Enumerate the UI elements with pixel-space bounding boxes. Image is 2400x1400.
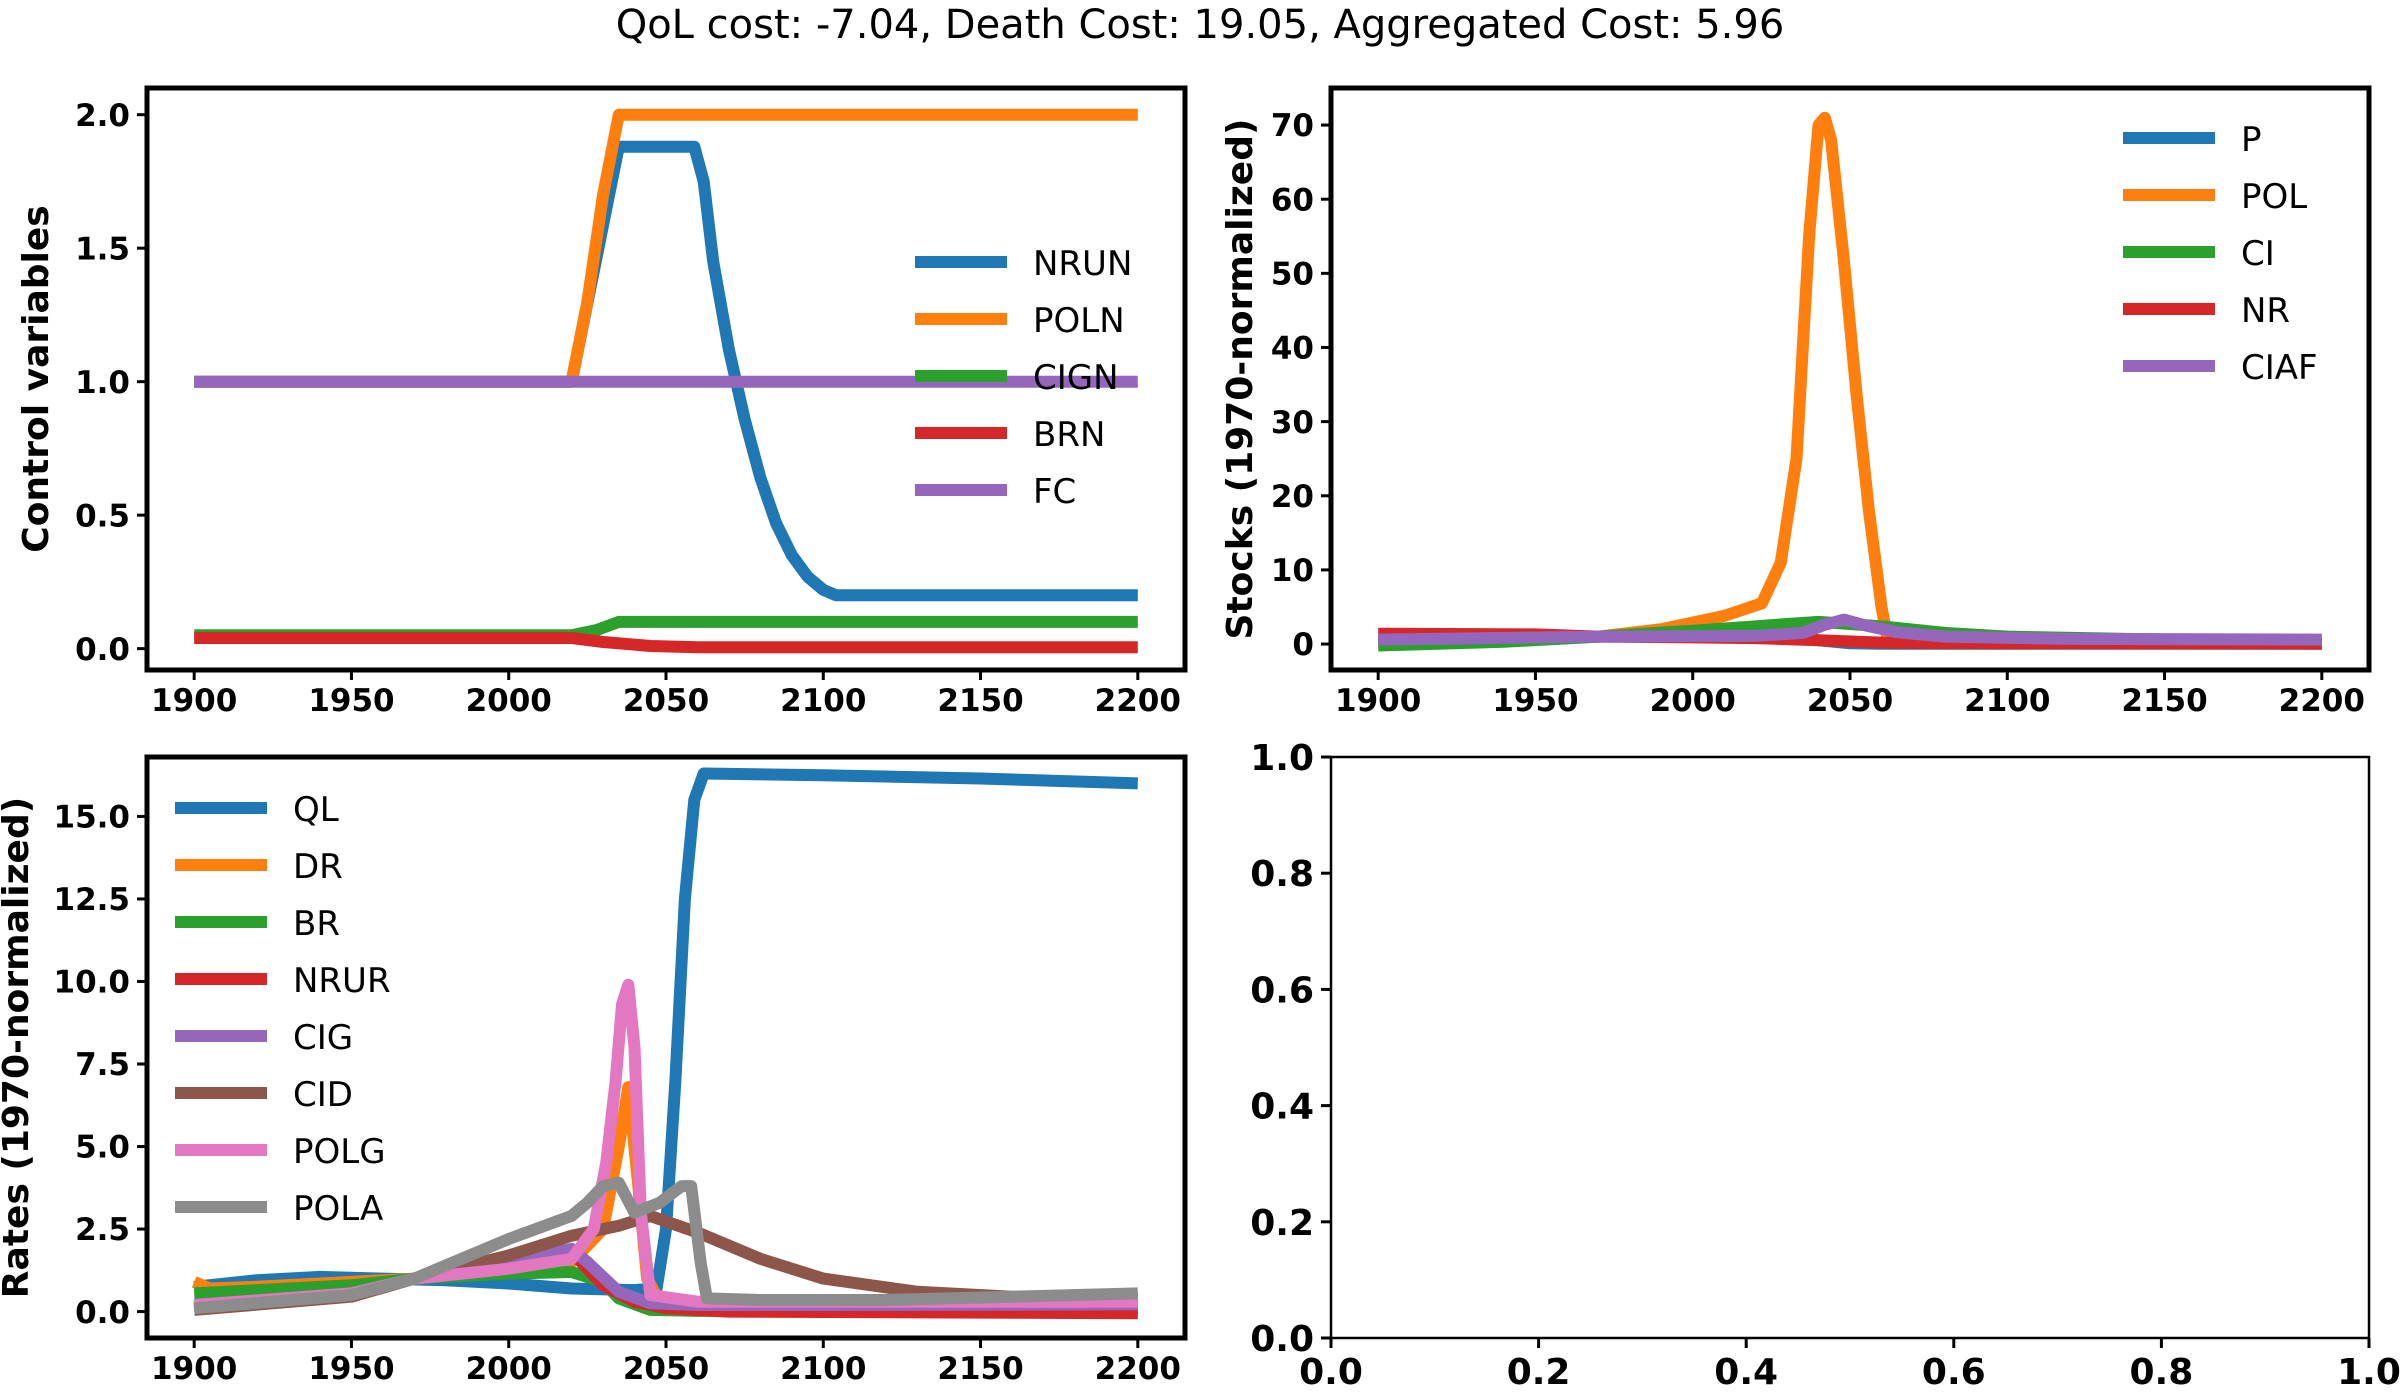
x-tick-label: 1900 [151, 683, 237, 719]
y-tick-label: 0.8 [1250, 854, 1314, 895]
legend-label-poln: POLN [1033, 301, 1125, 341]
x-tick-label: 2100 [780, 1351, 866, 1387]
x-tick-label: 1900 [151, 1351, 237, 1387]
y-tick-label: 2.5 [75, 1212, 130, 1248]
y-tick-label: 10.0 [54, 965, 131, 1001]
plot-area [1378, 111, 2322, 652]
y-tick-label: 12.5 [54, 882, 131, 918]
x-tick-label: 2150 [937, 683, 1023, 719]
x-tick-label: 2100 [780, 683, 866, 719]
legend-label-polg: POLG [293, 1132, 386, 1172]
legend-label-br: BR [293, 904, 340, 944]
legend-label-brn: BRN [1033, 415, 1105, 455]
subplot-3: 1900 1950 2000 2050 2100 2150 2200 0.0 2.5 5.0 7.5… [0, 754, 1188, 1387]
y-tick-label: 20 [1271, 479, 1314, 515]
legend-label-cig: CIG [293, 1018, 353, 1058]
y-tick-label: 1.5 [75, 231, 130, 267]
y-tick-label: 0.0 [75, 1295, 130, 1331]
y-tick-label: 5.0 [75, 1130, 130, 1166]
plot-area [191, 767, 1138, 1320]
y-tick-label: 70 [1271, 108, 1314, 144]
y-axis-label: Stocks (1970-normalized) [1220, 119, 1261, 640]
x-tick-label: 1.0 [2337, 1352, 2400, 1393]
subplot-2: 1900 1950 2000 2050 2100 2150 2200 0 10 20 30 40 50 6… [1220, 85, 2372, 719]
y-tick-label: 0.5 [75, 498, 130, 534]
y-tick-label: 0.0 [1250, 1319, 1314, 1360]
x-tick-label: 2000 [1650, 683, 1736, 719]
legend-label-dr: DR [293, 847, 343, 887]
x-tick-label: 1950 [308, 1351, 394, 1387]
x-tick-label: 2200 [2279, 683, 2365, 719]
y-tick-label: 40 [1271, 331, 1314, 367]
legend-label-ql: QL [293, 790, 339, 830]
x-tick-label: 0.4 [1714, 1352, 1778, 1393]
x-tick-label: 2050 [623, 683, 709, 719]
x-tick-label: 2100 [1964, 683, 2050, 719]
y-tick-label: 0.4 [1250, 1087, 1314, 1128]
y-tick-label: 15.0 [54, 800, 131, 836]
legend-label-cign: CIGN [1033, 358, 1119, 398]
x-tick-label: 0.8 [2130, 1352, 2194, 1393]
x-tick-label: 2000 [466, 1351, 552, 1387]
series-line-ciaf [1378, 613, 2322, 646]
axes-frame [1329, 755, 2371, 1340]
y-axis-label: Control variables [16, 205, 57, 552]
legend-label-nrur: NRUR [293, 961, 391, 1001]
legend-label-fc: FC [1033, 472, 1076, 512]
legend-label-cid: CID [293, 1075, 353, 1115]
x-tick-label: 2050 [1807, 683, 1893, 719]
x-tick-label: 2200 [1095, 1351, 1181, 1387]
y-tick-label: 0.6 [1250, 970, 1314, 1011]
legend: QL DR BR NRUR CIG CID POLG POLA [175, 790, 391, 1229]
legend-label-pola: POLA [293, 1189, 383, 1229]
x-tick-label: 0.6 [1922, 1352, 1986, 1393]
y-tick-label: 60 [1271, 182, 1314, 218]
series-line-polg [193, 978, 1138, 1311]
legend-label-p: P [2241, 120, 2262, 160]
legend-label-nrun: NRUN [1033, 244, 1132, 284]
y-tick-label: 0 [1292, 627, 1314, 663]
subplot-1: 1900 1950 2000 2050 2100 2150 2200 0.0 0.5 1.0 1.5… [16, 85, 1188, 719]
y-tick-label: 10 [1271, 553, 1314, 589]
y-tick-label: 50 [1271, 257, 1314, 293]
x-tick-label: 1900 [1335, 683, 1421, 719]
legend-label-nr: NR [2241, 291, 2290, 331]
y-tick-label: 1.0 [75, 365, 130, 401]
x-tick-label: 0.0 [1299, 1352, 1363, 1393]
figure-title: QoL cost: -7.04, Death Cost: 19.05, Aggr… [615, 2, 1785, 48]
x-tick-label: 2150 [2121, 683, 2207, 719]
series-line-nrun [194, 140, 1138, 602]
x-tick-label: 2050 [623, 1351, 709, 1387]
y-axis-label: Rates (1970-normalized) [0, 797, 37, 1298]
legend: NRUN POLN CIGN BRN FC [915, 244, 1132, 512]
y-tick-label: 0.2 [1250, 1203, 1314, 1244]
x-tick-label: 2000 [466, 683, 552, 719]
series-line-poln [194, 108, 1138, 388]
legend: P POL CI NR CIAF [2123, 120, 2318, 388]
x-tick-label: 0.2 [1507, 1352, 1571, 1393]
x-tick-label: 2150 [937, 1351, 1023, 1387]
y-tick-label: 1.0 [1250, 738, 1314, 779]
legend-label-ci: CI [2241, 234, 2275, 274]
y-tick-label: 2.0 [75, 98, 130, 134]
legend-label-ciaf: CIAF [2241, 348, 2318, 388]
legend-label-pol: POL [2241, 177, 2307, 217]
x-tick-label: 1950 [308, 683, 394, 719]
y-tick-label: 7.5 [75, 1047, 130, 1083]
series-line-brn [194, 632, 1138, 654]
y-tick-label: 30 [1271, 405, 1314, 441]
x-tick-label: 1950 [1492, 683, 1578, 719]
series-line-pola [193, 1176, 1138, 1315]
y-tick-label: 0.0 [75, 632, 130, 668]
subplot-4: 0.0 0.2 0.4 0.6 0.8 1.0 0.0 0.2 0.4 0.6 0.8 1.0 [1250, 738, 2400, 1393]
plot-area [194, 108, 1138, 654]
x-tick-label: 2200 [1095, 683, 1181, 719]
